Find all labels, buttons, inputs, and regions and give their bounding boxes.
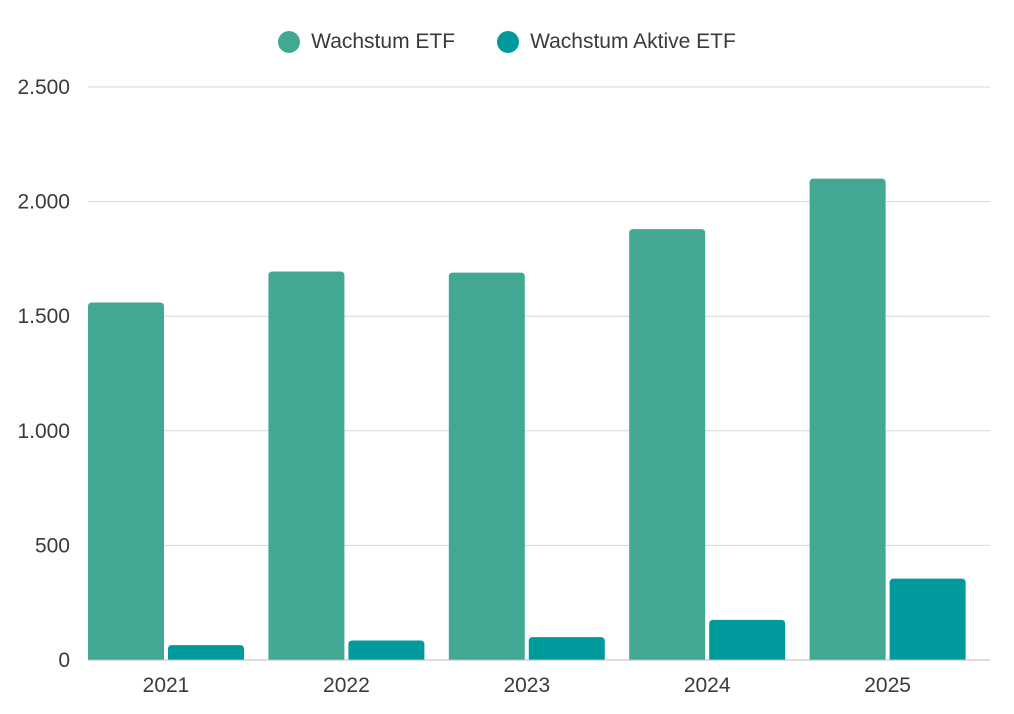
legend-label-wachstum-aktive-etf: Wachstum Aktive ETF — [530, 30, 736, 53]
legend-item-wachstum-etf[interactable]: Wachstum ETF — [278, 30, 455, 54]
bar-wachstum-aktive-etf-2021[interactable] — [168, 645, 244, 660]
y-tick-label: 2.000 — [17, 191, 70, 214]
x-tick-label: 2021 — [143, 674, 190, 697]
legend-label-wachstum-etf: Wachstum ETF — [311, 30, 456, 53]
bar-wachstum-aktive-etf-2023[interactable] — [528, 637, 605, 660]
bar-wachstum-etf-2024[interactable] — [629, 229, 706, 660]
legend-swatch-wachstum-etf — [278, 31, 301, 53]
y-tick-label: 2.500 — [17, 76, 70, 99]
y-tick-label: 1.500 — [17, 305, 70, 328]
bar-wachstum-etf-2025[interactable] — [809, 178, 886, 660]
x-tick-label: 2022 — [323, 674, 370, 697]
bar-wachstum-etf-2022[interactable] — [268, 271, 345, 660]
legend-swatch-wachstum-aktive-etf — [497, 31, 520, 53]
y-tick-label: 500 — [35, 534, 70, 557]
x-tick-label: 2025 — [864, 674, 911, 697]
bar-wachstum-aktive-etf-2024[interactable] — [709, 619, 786, 660]
legend: Wachstum ETF Wachstum Aktive ETF — [0, 30, 1014, 54]
y-tick-label: 1.000 — [17, 420, 70, 443]
y-tick-label: 0 — [58, 649, 70, 672]
bar-wachstum-etf-2021[interactable] — [88, 302, 164, 660]
x-tick-label: 2024 — [684, 674, 731, 697]
bar-wachstum-aktive-etf-2025[interactable] — [889, 578, 966, 660]
bar-wachstum-aktive-etf-2022[interactable] — [348, 640, 425, 660]
x-tick-label: 2023 — [503, 674, 550, 697]
bar-wachstum-etf-2023[interactable] — [448, 272, 525, 660]
legend-item-wachstum-aktive-etf[interactable]: Wachstum Aktive ETF — [497, 30, 736, 54]
